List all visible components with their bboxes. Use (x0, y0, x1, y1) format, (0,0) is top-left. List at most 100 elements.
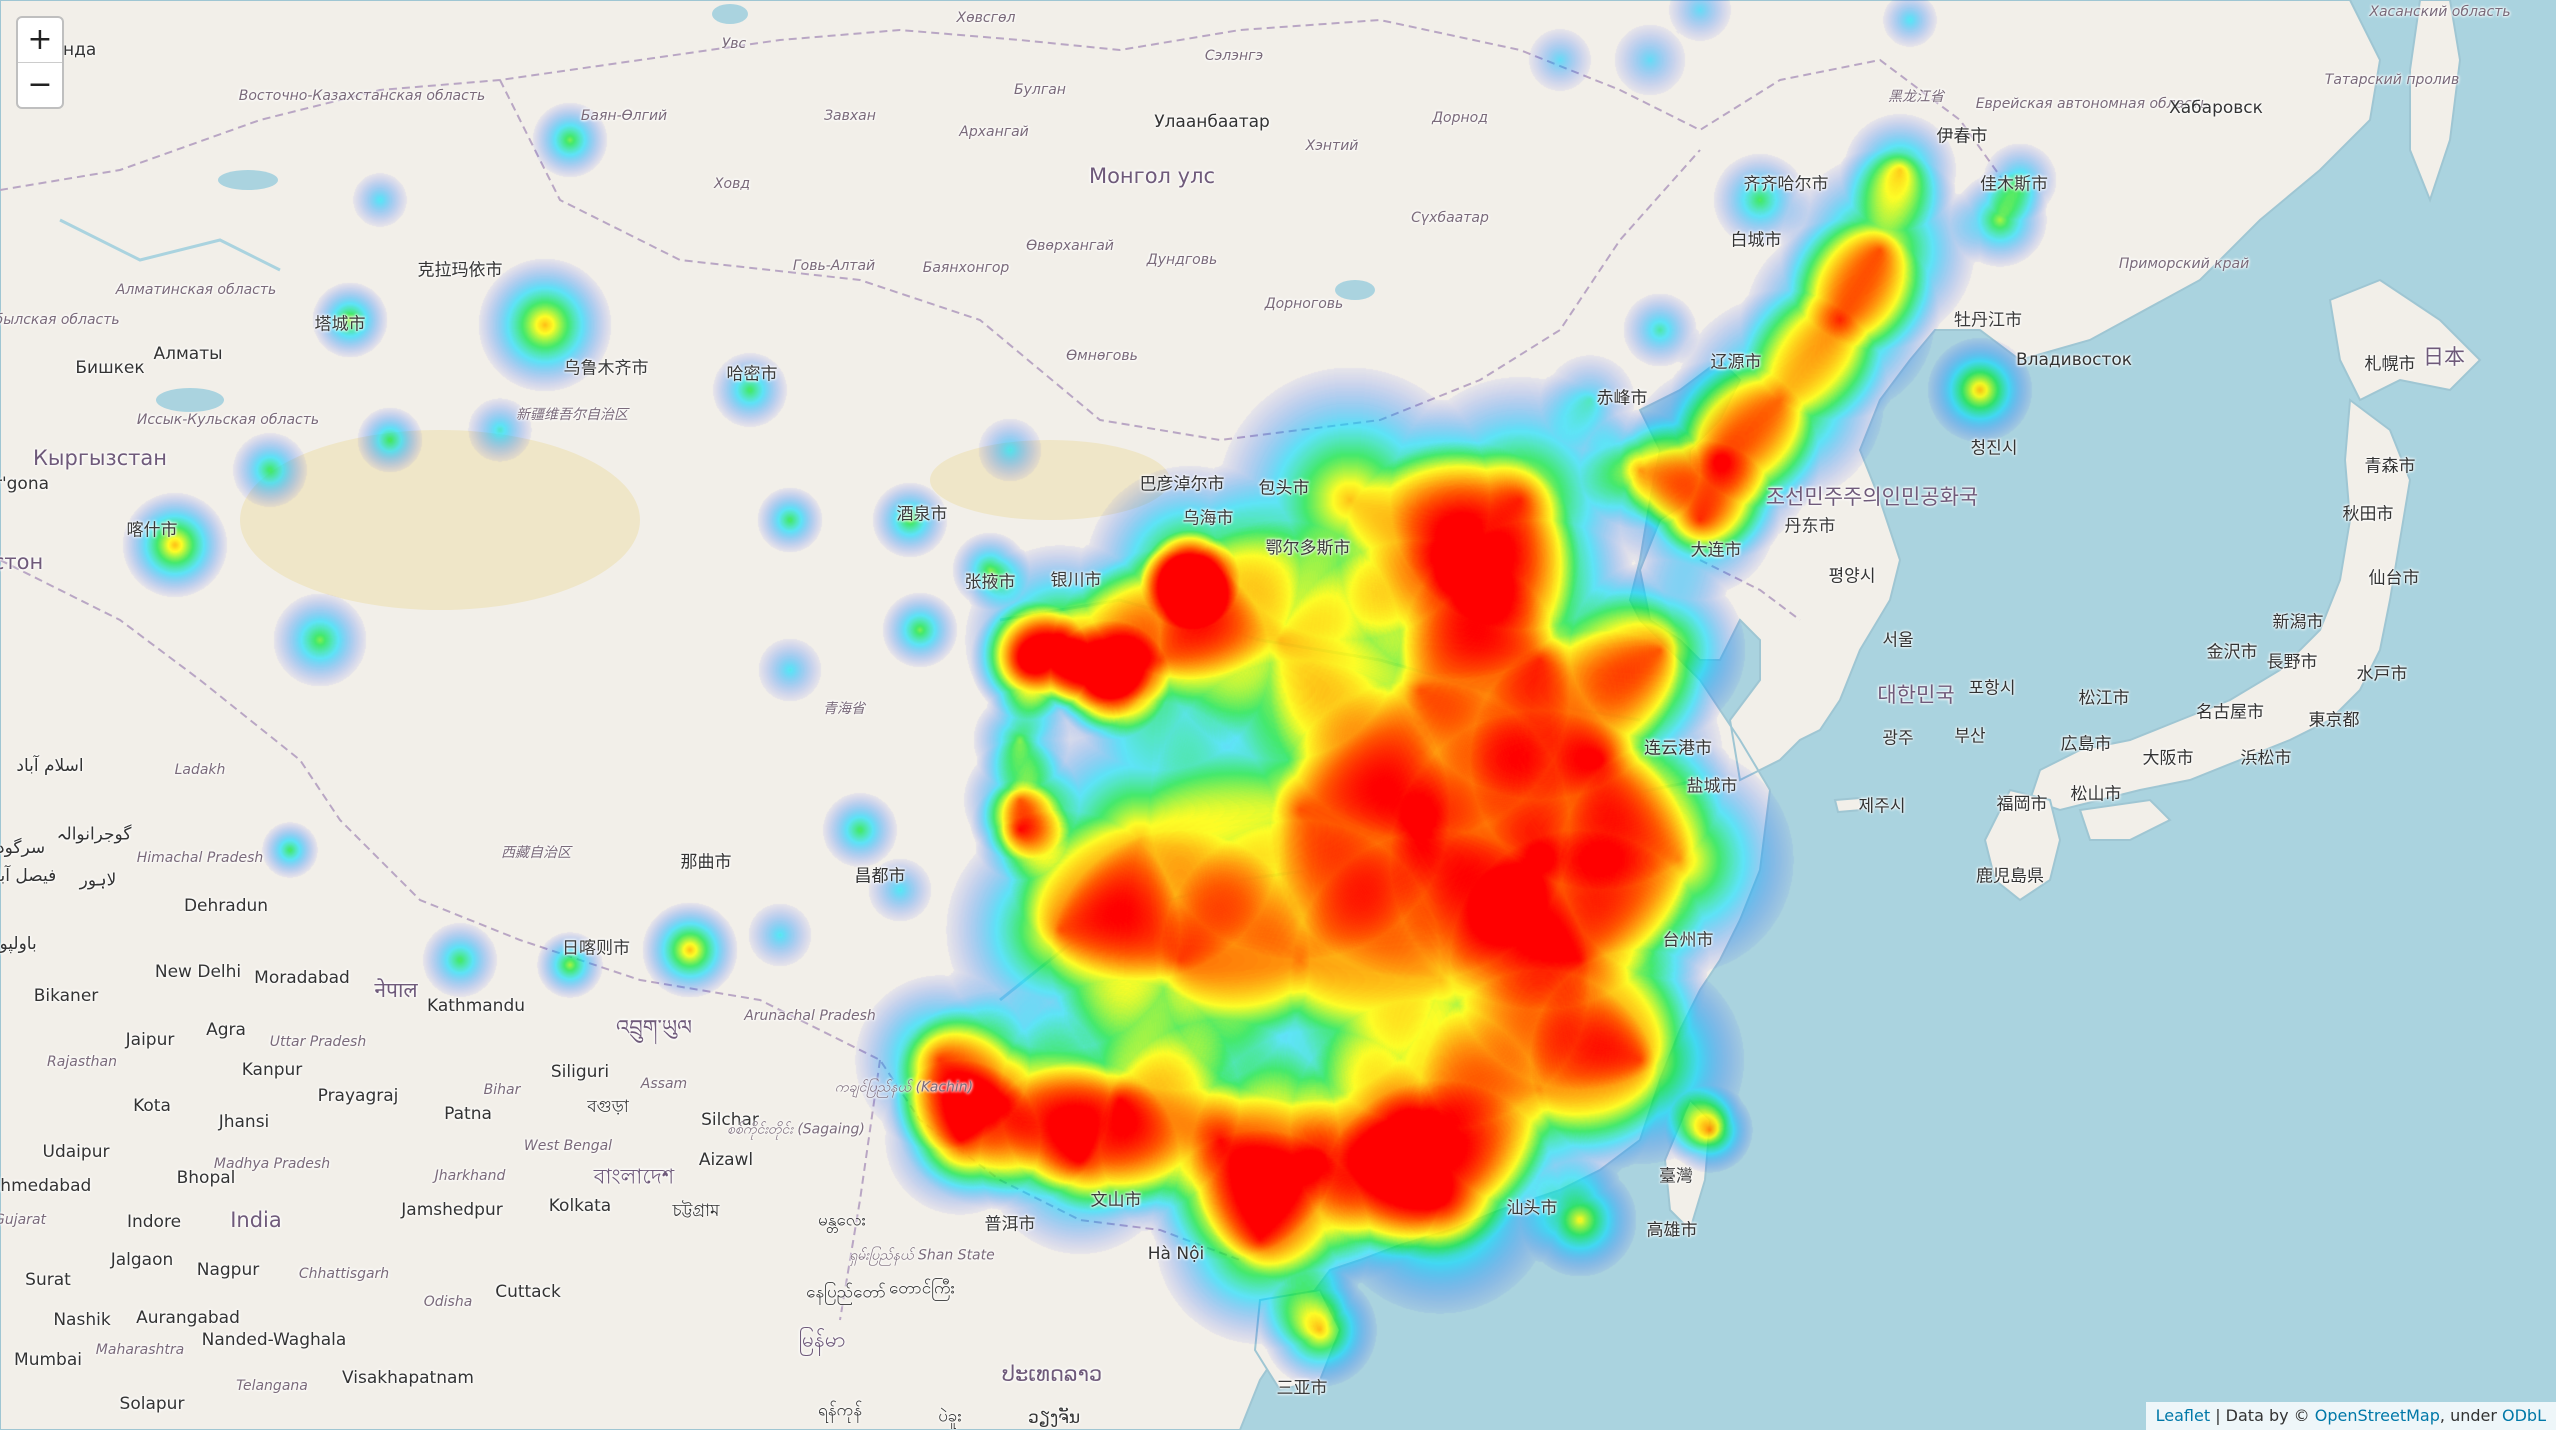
label-liaoyuan: 辽源市 (1710, 352, 1762, 373)
label-qamdo: 昌都市 (854, 866, 906, 887)
label-laos: ປະເທດລາວ (1001, 1362, 1103, 1386)
label-pohang: 포항시 (1968, 678, 2016, 699)
label-jiuquan: 酒泉市 (896, 504, 948, 525)
label-nanded: Nanded-Waghala (201, 1330, 347, 1350)
label-sargodha: سرگودھا (0, 838, 46, 858)
label-mongolia: Монгол улс (1088, 164, 1216, 188)
label-dalian: 大连市 (1690, 540, 1742, 561)
label-vientiane: ວຽງຈັນ (1027, 1408, 1081, 1428)
label-arunachal: Arunachal Pradesh (744, 1008, 876, 1024)
label-himachal: Himachal Pradesh (136, 850, 264, 866)
label-sanya: 三亚市 (1276, 1378, 1328, 1399)
label-surat: Surat (25, 1270, 71, 1290)
label-chifeng: 赤峰市 (1596, 388, 1648, 409)
label-kanpur: Kanpur (241, 1060, 303, 1080)
label-baicheng: 白城市 (1730, 230, 1782, 251)
label-nagano: 長野市 (2266, 652, 2318, 673)
label-yangon: ရန်ကုန် (818, 1400, 862, 1421)
label-bishkek: Бишкек (75, 358, 145, 378)
label-moradabad: Moradabad (254, 968, 350, 988)
label-umnugovi: Өмнөговь (1066, 348, 1138, 364)
label-telangana: Telangana (236, 1378, 308, 1394)
label-visakhapatnam: Visakhapatnam (342, 1368, 474, 1388)
label-primorskiy: Приморский край (2118, 256, 2250, 272)
label-udaipur: Udaipur (42, 1142, 110, 1162)
label-assam: Assam (640, 1076, 688, 1092)
label-rgona: r'gona (0, 474, 50, 494)
zoom-in-button[interactable]: + (27, 22, 53, 57)
label-patna: Patna (444, 1104, 492, 1124)
label-bayannur: 巴彦淖尔市 (1139, 474, 1225, 495)
label-sendai: 仙台市 (2368, 568, 2420, 589)
label-bangla-city: বগুড়া (587, 1097, 629, 1117)
license-link[interactable]: ODbL (2502, 1406, 2546, 1425)
label-ulaanbaatar: Улаанбаатар (1154, 112, 1270, 132)
label-lahore: لاہور (79, 870, 117, 891)
label-seoul: 서울 (1882, 630, 1914, 651)
label-jharkhand: Jharkhand (434, 1168, 506, 1184)
zoom-control: + − (16, 16, 64, 109)
label-odisha: Odisha (423, 1294, 473, 1310)
label-rajasthan: Rajasthan (47, 1054, 117, 1070)
label-hiroshima: 広島市 (2060, 734, 2112, 755)
zoom-out-button[interactable]: − (18, 62, 62, 107)
label-indore: Indore (126, 1212, 182, 1232)
label-mito: 水戸市 (2356, 664, 2408, 685)
label-sagaing: စစ်ကိုင်းတိုင်း (Sagaing) (727, 1121, 865, 1138)
label-puer: 普洱市 (984, 1214, 1036, 1235)
label-khevsgel: Хөвсгөл (956, 10, 1016, 26)
label-issyk-kul: Иссык-Кульская область (136, 412, 320, 428)
label-taiwan: 臺灣 (1659, 1166, 1693, 1187)
label-nagpur: Nagpur (196, 1260, 260, 1280)
label-myanmar: မြန်မာ (798, 1327, 846, 1352)
label-kanazawa: 金沢市 (2206, 642, 2258, 663)
label-busan: 부산 (1954, 726, 1986, 747)
label-bangladesh: বাংলাদেশ (593, 1164, 675, 1189)
label-govi-altai: Говь-Алтай (792, 258, 876, 274)
label-madhya: Madhya Pradesh (213, 1156, 331, 1172)
label-heilongjiang: 黑龙江省 (1888, 89, 1944, 105)
label-fukuoka: 福岡市 (1996, 794, 2048, 815)
label-kashgar: 喀什市 (126, 520, 178, 541)
label-qiqihar: 齐齐哈尔市 (1743, 174, 1829, 195)
label-lianyungang: 连云港市 (1644, 738, 1712, 759)
label-bago: ပဲခူး (938, 1406, 962, 1427)
label-chongjin: 청진시 (1970, 438, 2018, 459)
osm-link[interactable]: OpenStreetMap (2314, 1406, 2440, 1425)
label-faisalabad: فیصل آباد (0, 866, 57, 886)
label-urumqi: 乌鲁木齐市 (563, 358, 649, 379)
label-bhopal: Bhopal (176, 1168, 236, 1188)
label-jalgaon: Jalgaon (110, 1250, 174, 1270)
label-bihar: Bihar (483, 1082, 521, 1098)
label-kagoshima: 鹿児島県 (1976, 866, 2044, 887)
label-taunggyi: တောင်ကြီး (888, 1278, 956, 1299)
label-maharashtra: Maharashtra (95, 1342, 185, 1358)
label-cuttack: Cuttack (495, 1282, 561, 1302)
label-bayan-olgii: Баян-Өлгий (580, 108, 668, 124)
label-jiamusi: 佳木斯市 (1980, 174, 2048, 195)
label-bayankhongor: Баянхонгор (922, 260, 1010, 276)
label-gujarat: Gujarat (0, 1212, 47, 1228)
label-kolkata: Kolkata (548, 1196, 612, 1216)
label-selenge: Сэлэнгэ (1204, 48, 1264, 64)
label-uttar-pradesh: Uttar Pradesh (269, 1034, 367, 1050)
label-khovd: Ховд (713, 176, 751, 192)
label-kachin: ကချင်ပြည်နယ် (Kachin) (834, 1079, 974, 1096)
label-ladakh: Ladakh (174, 762, 226, 778)
label-kota: Kota (133, 1096, 171, 1116)
label-nagqu: 那曲市 (680, 852, 732, 873)
leaflet-link[interactable]: Leaflet (2155, 1406, 2211, 1425)
label-west-bengal: West Bengal (523, 1138, 613, 1154)
label-sapporo: 札幌市 (2364, 354, 2416, 375)
label-dundgovi: Дундговь (1146, 252, 1218, 268)
attribution-under: , under (2439, 1406, 2503, 1425)
label-new-delhi: New Delhi (154, 962, 242, 982)
label-yinchuan: 银川市 (1050, 570, 1102, 591)
label-ston: стон (0, 550, 44, 574)
label-khabarovsk: Хабаровск (2169, 98, 2263, 118)
label-mudanjiang: 牡丹江市 (1954, 310, 2022, 331)
label-hamamatsu: 浜松市 (2240, 748, 2292, 769)
label-bikaner: Bikaner (33, 986, 99, 1006)
label-ordos: 鄂尔多斯市 (1265, 538, 1351, 559)
